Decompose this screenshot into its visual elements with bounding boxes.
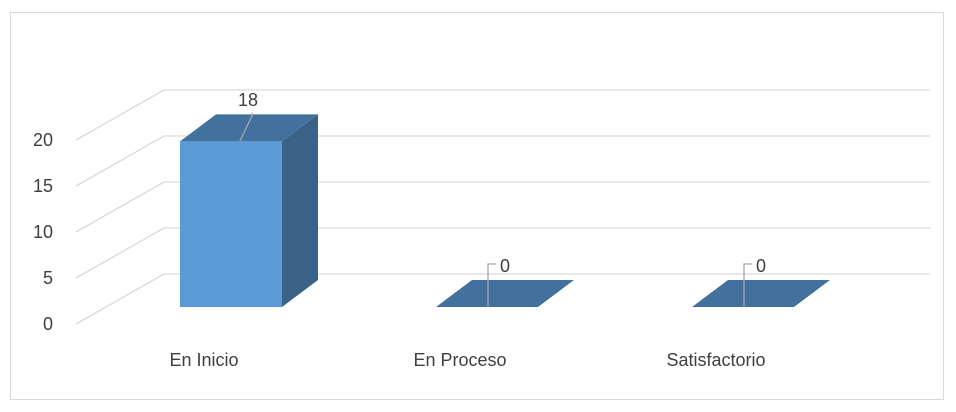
gridline: [75, 89, 930, 141]
x-tick-label: En Proceso: [413, 350, 506, 370]
x-tick-label: En Inicio: [169, 350, 238, 370]
data-label: 0: [743, 256, 766, 307]
data-labels: 180 0: [238, 90, 766, 307]
data-label: 18: [238, 90, 258, 142]
data-label: 0: [487, 256, 510, 307]
gridline: [75, 227, 930, 279]
y-tick-label: 20: [33, 130, 53, 150]
bar: [436, 280, 574, 307]
gridlines: [75, 89, 930, 325]
bar-top-face: [180, 114, 318, 142]
bars: [180, 114, 830, 308]
bar-side-face: [282, 114, 318, 308]
y-axis-tick-labels: 0 5 10 15 20: [33, 130, 53, 334]
gridline: [75, 135, 930, 187]
y-tick-label: 0: [43, 314, 53, 334]
bar: [692, 280, 830, 307]
chart-area: [10, 12, 944, 400]
y-tick-label: 5: [43, 268, 53, 288]
svg-text:18: 18: [238, 90, 258, 110]
x-tick-label: Satisfactorio: [666, 350, 765, 370]
bar-front-face: [180, 141, 282, 307]
bar-top-face: [436, 280, 574, 307]
gridline: [75, 181, 930, 233]
y-tick-label: 15: [33, 176, 53, 196]
y-tick-label: 10: [33, 222, 53, 242]
svg-text:0: 0: [500, 256, 510, 276]
x-axis-tick-labels: En Inicio En Proceso Satisfactorio: [169, 350, 765, 370]
svg-text:0: 0: [756, 256, 766, 276]
bar-top-face: [692, 280, 830, 307]
bar: [180, 114, 318, 308]
gridline: [75, 273, 930, 325]
